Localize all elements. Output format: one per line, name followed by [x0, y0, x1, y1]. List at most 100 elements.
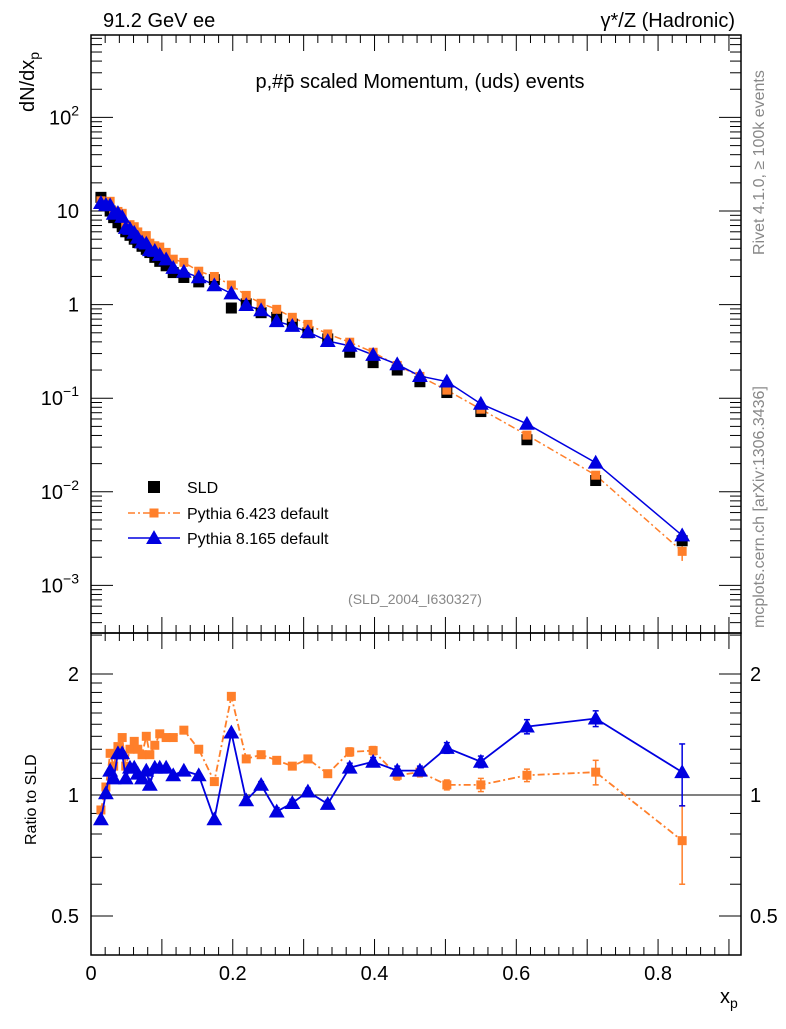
pythia8-point: [389, 356, 406, 371]
sld-point: [521, 434, 533, 446]
pythia8-ratio-point: [587, 710, 604, 725]
pythia8-ratio-point: [238, 792, 255, 807]
pythia6-ratio-point: [179, 725, 189, 735]
pythia6-ratio-point: [129, 736, 139, 746]
pythia8-ratio-point: [223, 724, 240, 739]
ratio-y-tick-label: 1: [68, 785, 79, 807]
pythia6-ratio-point: [256, 750, 266, 760]
pythia8-ratio-point: [268, 803, 285, 818]
pythia6-point: [522, 430, 532, 440]
ratio-y-tick-label-right: 2: [750, 664, 761, 686]
pythia8-ratio-point: [365, 753, 382, 768]
pythia6-ratio-point: [287, 761, 297, 771]
pythia6-ratio-point: [522, 770, 532, 780]
y-tick-label: 10−3: [41, 570, 79, 597]
pythia8-ratio-point: [519, 718, 535, 733]
pythia8-ratio-point: [411, 762, 428, 777]
pythia6-ratio-point: [105, 748, 115, 758]
legend-marker: [148, 481, 160, 493]
pythia8-ratio-point: [114, 745, 131, 760]
legend-label: Pythia 6.423 default: [187, 506, 329, 523]
pythia8-ratio-point: [438, 739, 455, 754]
mcplots-label: mcplots.cern.ch [arXiv:1306.3436]: [751, 386, 768, 628]
pythia6-ratio-point: [677, 836, 687, 846]
pythia8-point: [175, 263, 192, 278]
pythia6-ratio-point: [323, 769, 333, 779]
pythia6-line: [100, 200, 683, 552]
pythia8-ratio-point: [253, 776, 270, 791]
main-title: p,#p̄ scaled Momentum, (uds) events: [255, 71, 584, 93]
pythia8-point: [519, 415, 535, 430]
pythia6-ratio-point: [121, 761, 131, 771]
pythia8-ratio-point: [389, 762, 406, 777]
pythia8-point: [674, 527, 691, 542]
pythia6-ratio-point: [209, 777, 219, 787]
pythia6-ratio-point: [150, 740, 160, 750]
pythia6-ratio-line: [100, 696, 683, 842]
ratio-y-tick-label-right: 0.5: [750, 906, 778, 928]
sld-point: [225, 302, 237, 314]
pythia6-ratio-point: [145, 750, 155, 760]
pythia8-ratio-point: [93, 811, 109, 826]
pythia8-ratio-point: [97, 785, 114, 800]
pythia6-point: [677, 546, 687, 556]
pythia6-ratio-point: [272, 755, 282, 765]
pythia8-ratio-point: [319, 796, 336, 810]
legend-label: SLD: [187, 480, 218, 497]
pythia8-point: [587, 454, 604, 469]
pythia6-point: [591, 470, 601, 480]
pythia6-point: [226, 280, 236, 290]
pythia8-point: [411, 368, 428, 382]
ratio-y-tick-label: 0.5: [51, 906, 79, 928]
y-tick-label: 10−2: [41, 477, 79, 504]
pythia6-ratio-point: [117, 733, 127, 743]
x-tick-label: 0: [85, 963, 96, 985]
pythia6-ratio-point: [241, 754, 251, 764]
pythia8-ratio-point: [190, 767, 207, 782]
pythia8-ratio-point: [141, 776, 158, 791]
pythia6-ratio-point: [591, 767, 601, 777]
legend: SLD Pythia 6.423 default Pythia 8.165 defa…: [128, 480, 329, 548]
pythia8-ratio-point: [134, 770, 150, 785]
pythia6-ratio-point: [109, 761, 119, 771]
header-right: γ*/Z (Hadronic): [601, 10, 735, 32]
pythia8-point: [253, 302, 270, 317]
pythia6-point: [241, 290, 251, 300]
pythia6-point: [209, 271, 219, 281]
pythia6-ratio-point: [137, 750, 147, 760]
pythia8-ratio-point: [284, 795, 301, 810]
pythia8-ratio-point: [674, 764, 691, 779]
legend-label: Pythia 8.165 default: [187, 531, 329, 548]
rivet-label: Rivet 4.1.0, ≥ 100k events: [751, 70, 768, 255]
pythia6-point: [141, 231, 151, 241]
pythia8-point: [438, 373, 455, 388]
pythia8-ratio-point: [206, 811, 223, 826]
pythia8-point: [165, 260, 182, 274]
pythia6-ratio-point: [161, 733, 171, 743]
legend-marker: [146, 530, 162, 544]
pythia8-ratio-point: [341, 759, 358, 774]
x-tick-label: 0.6: [502, 963, 530, 985]
y-tick-label: 10: [57, 201, 79, 223]
pythia6-ratio-point: [96, 805, 106, 815]
pythia6-ratio-point: [368, 746, 378, 756]
sld-point: [154, 255, 166, 267]
legend-marker: [149, 508, 159, 518]
pythia6-ratio-point: [345, 747, 355, 757]
y-tick-label: 1: [68, 295, 79, 317]
pythia6-ratio-point: [125, 744, 135, 754]
main-ylabel: dN/dxp: [17, 52, 42, 112]
x-tick-label: 0.4: [361, 963, 389, 985]
pythia6-ratio-point: [168, 733, 178, 743]
pythia8-ratio-point: [299, 783, 316, 798]
pythia6-ratio-point: [194, 744, 204, 754]
pythia8-ratio-point: [117, 770, 134, 785]
sld-point: [344, 346, 356, 358]
pythia6-ratio-point: [155, 729, 165, 739]
main-ylabel-sub: p: [26, 52, 42, 60]
header-left: 91.2 GeV ee: [103, 10, 215, 32]
pythia8-point: [158, 251, 175, 266]
pythia6-ratio-point: [133, 744, 143, 754]
pythia8-point: [114, 209, 131, 223]
